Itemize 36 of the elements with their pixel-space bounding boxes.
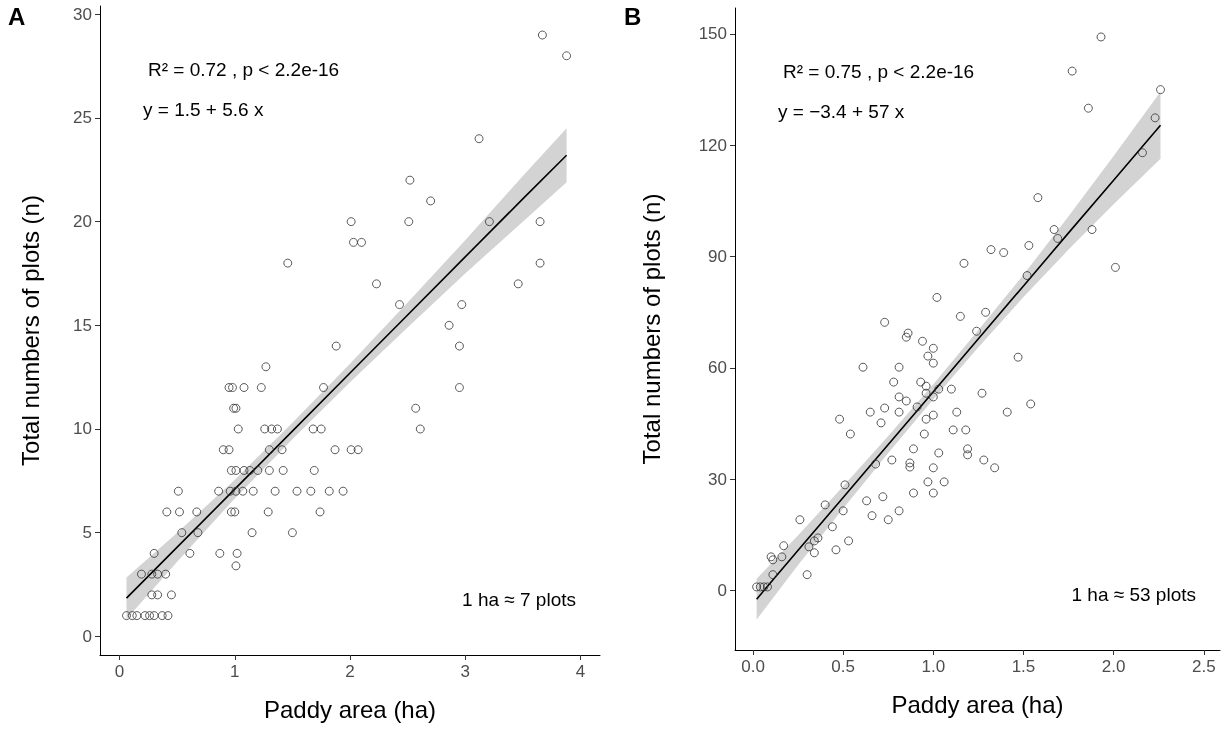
x-axis-title: Paddy area (ha) [891, 690, 1064, 718]
annotation: 1 ha ≈ 7 plots [462, 589, 577, 610]
chart-title: A [8, 2, 26, 30]
annotation: y = 1.5 + 5.6 x [143, 99, 264, 120]
y-tick-label: 150 [698, 24, 727, 44]
y-tick-label: 120 [698, 135, 727, 155]
x-tick-label: 2 [345, 662, 355, 681]
x-tick-label: 1 [230, 662, 240, 681]
y-tick-label: 25 [73, 108, 92, 128]
y-tick-label: 60 [708, 358, 727, 378]
annotation: R² = 0.75 , p < 2.2e-16 [783, 61, 975, 82]
annotation: 1 ha ≈ 53 plots [1071, 584, 1196, 605]
x-tick-label: 1.5 [1011, 657, 1036, 676]
y-tick-label: 90 [708, 247, 727, 267]
annotation: y = −3.4 + 57 x [778, 101, 905, 122]
y-tick-label: 5 [82, 523, 92, 543]
y-axis-title: Total numbers of plots (n) [16, 195, 44, 466]
y-tick-label: 30 [73, 4, 92, 24]
y-tick-label: 0 [717, 581, 727, 601]
x-tick-label: 0.5 [831, 657, 855, 676]
x-tick-label: 3 [460, 662, 470, 681]
x-tick-label: 1.0 [921, 657, 946, 676]
y-tick-label: 10 [73, 419, 92, 439]
y-tick-label: 15 [73, 315, 92, 335]
x-tick-label: 2.0 [1101, 657, 1126, 676]
y-tick-label: 20 [73, 212, 92, 232]
y-tick-label: 30 [708, 469, 727, 489]
y-axis-title: Total numbers of plots (n) [637, 193, 665, 465]
x-axis-title: Paddy area (ha) [263, 695, 437, 723]
x-tick-label: 0.0 [741, 657, 765, 676]
x-tick-label: 2.5 [1191, 657, 1216, 676]
annotation: R² = 0.72 , p < 2.2e-16 [148, 59, 340, 80]
y-tick-label: 0 [82, 626, 92, 646]
chart-title: B [624, 2, 642, 30]
x-tick-label: 4 [575, 662, 586, 681]
x-tick-label: 0 [114, 662, 125, 681]
